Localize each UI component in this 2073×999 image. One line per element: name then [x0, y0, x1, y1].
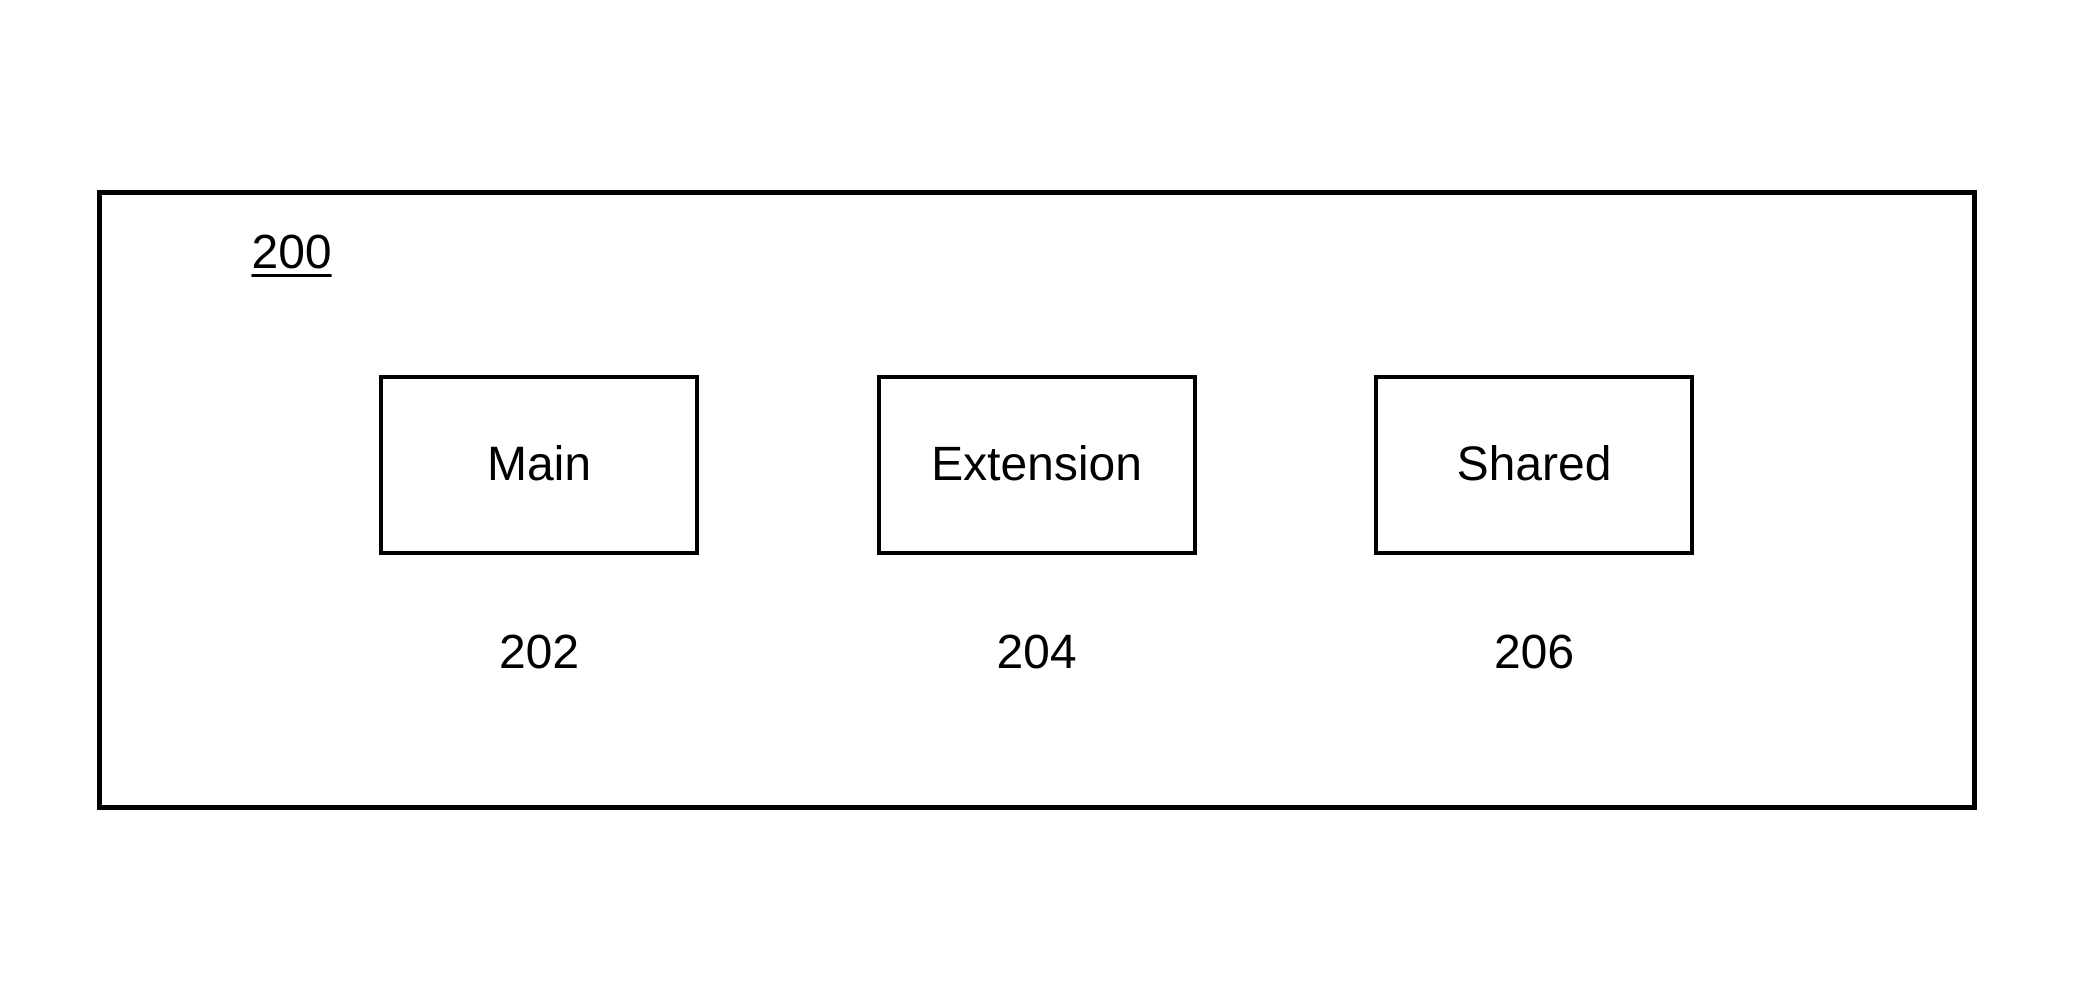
container-ref-label: 200: [252, 225, 332, 280]
box-group-main: Main 202: [379, 375, 699, 680]
box-extension: Extension: [877, 375, 1197, 555]
box-shared-ref: 206: [1494, 625, 1574, 680]
box-main-label: Main: [487, 437, 591, 492]
box-group-extension: Extension 204: [877, 375, 1197, 680]
diagram-container: 200 Main 202 Extension 204 Shared 206: [97, 190, 1977, 810]
boxes-row: Main 202 Extension 204 Shared 206: [102, 375, 1972, 680]
box-extension-ref: 204: [996, 625, 1076, 680]
box-main-ref: 202: [499, 625, 579, 680]
box-main: Main: [379, 375, 699, 555]
box-shared: Shared: [1374, 375, 1694, 555]
box-group-shared: Shared 206: [1374, 375, 1694, 680]
box-shared-label: Shared: [1457, 437, 1612, 492]
box-extension-label: Extension: [931, 437, 1142, 492]
